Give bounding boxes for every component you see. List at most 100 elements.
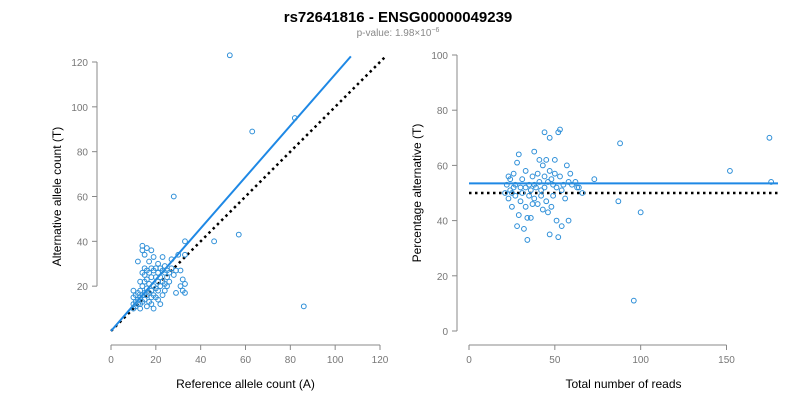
data-point <box>515 151 522 158</box>
data-point <box>168 265 175 272</box>
data-point <box>139 242 146 249</box>
data-point <box>157 301 164 308</box>
data-point <box>514 159 520 166</box>
y-tick-label: 100 <box>71 103 88 114</box>
data-point <box>502 190 508 196</box>
data-point <box>300 303 307 310</box>
data-point <box>562 195 569 202</box>
data-point <box>630 297 637 304</box>
data-point <box>510 170 517 177</box>
data-point <box>515 212 522 218</box>
x-tick-label: 150 <box>718 355 735 366</box>
data-point <box>548 203 555 210</box>
data-point <box>157 274 164 281</box>
data-point <box>143 245 150 251</box>
data-point <box>531 148 538 155</box>
data-point <box>143 303 150 310</box>
data-point <box>150 254 157 260</box>
data-point <box>558 187 565 194</box>
data-point <box>541 173 548 180</box>
data-point <box>507 176 514 183</box>
x-tick-label: 0 <box>466 355 472 366</box>
data-point <box>579 190 586 196</box>
data-point <box>179 276 186 283</box>
data-point <box>175 251 182 258</box>
data-point <box>148 287 155 294</box>
data-point <box>539 206 546 213</box>
data-point <box>143 285 150 292</box>
data-point <box>226 52 233 59</box>
data-point <box>567 170 574 177</box>
data-point <box>574 184 581 191</box>
data-point <box>522 168 529 174</box>
data-point <box>522 203 529 210</box>
data-point <box>538 192 544 199</box>
data-point <box>141 251 148 258</box>
data-point <box>137 287 144 294</box>
data-point <box>150 305 157 312</box>
data-point <box>157 283 164 290</box>
data-point <box>505 195 512 202</box>
data-point <box>551 156 558 163</box>
data-point <box>177 267 184 274</box>
x-tick-label: 100 <box>327 355 344 366</box>
data-point <box>182 251 188 258</box>
data-point <box>155 260 161 267</box>
y-tick-label: 100 <box>431 51 448 62</box>
data-point <box>545 209 551 216</box>
data-point <box>558 223 565 230</box>
data-point <box>557 126 563 133</box>
data-point <box>166 278 173 285</box>
data-point <box>541 184 548 191</box>
data-point <box>146 281 153 287</box>
data-point <box>512 181 519 188</box>
y-axis-title: Percentage alternative (T) <box>410 124 424 263</box>
data-point <box>517 198 524 205</box>
data-point <box>148 247 155 254</box>
data-point <box>235 231 242 238</box>
data-point <box>557 173 563 180</box>
data-point <box>159 292 166 299</box>
data-point <box>143 276 150 283</box>
figure-subtitle: p-value: 1.98×10−6 <box>357 27 440 39</box>
x-tick-label: 100 <box>632 355 649 366</box>
data-point <box>211 238 218 245</box>
data-point <box>139 283 146 290</box>
data-point <box>170 193 177 200</box>
data-point <box>615 198 622 205</box>
data-point <box>509 203 515 210</box>
data-point <box>565 217 572 224</box>
data-point <box>146 269 153 276</box>
data-point <box>526 192 532 199</box>
data-point <box>543 156 550 163</box>
data-point <box>170 272 177 278</box>
p-value-exponent: −6 <box>431 27 439 34</box>
data-point <box>575 184 582 191</box>
x-axis-title: Total number of reads <box>565 377 681 391</box>
data-point <box>551 170 558 177</box>
data-point <box>166 269 173 276</box>
y-tick-label: 120 <box>71 58 88 69</box>
y-tick-label: 20 <box>437 272 449 283</box>
x-tick-label: 0 <box>108 355 114 366</box>
x-tick-label: 50 <box>549 355 561 366</box>
y-tick-label: 60 <box>77 193 89 204</box>
data-point <box>534 201 541 207</box>
data-point <box>637 209 644 216</box>
data-point <box>509 190 515 196</box>
data-point <box>550 192 557 199</box>
data-point <box>617 140 623 147</box>
data-point <box>536 179 543 185</box>
y-tick-label: 80 <box>77 148 89 159</box>
reference-dotted-line <box>110 56 386 332</box>
percentage-alternative-scatter-panel: 0 50 100 150 0 20 40 60 80 100 Total number of rea… <box>410 51 778 391</box>
data-point <box>182 238 188 245</box>
allele-count-scatter-panel: 0 20 40 60 80 100 120 20 40 60 80 100 120 Reference a… <box>50 52 389 391</box>
data-point <box>164 283 170 290</box>
y-tick-label: 0 <box>442 327 448 338</box>
x-tick-label: 60 <box>240 355 252 366</box>
data-point <box>141 296 148 303</box>
data-point <box>536 156 543 163</box>
figure-title: rs72641816 - ENSG00000049239 <box>284 9 513 26</box>
